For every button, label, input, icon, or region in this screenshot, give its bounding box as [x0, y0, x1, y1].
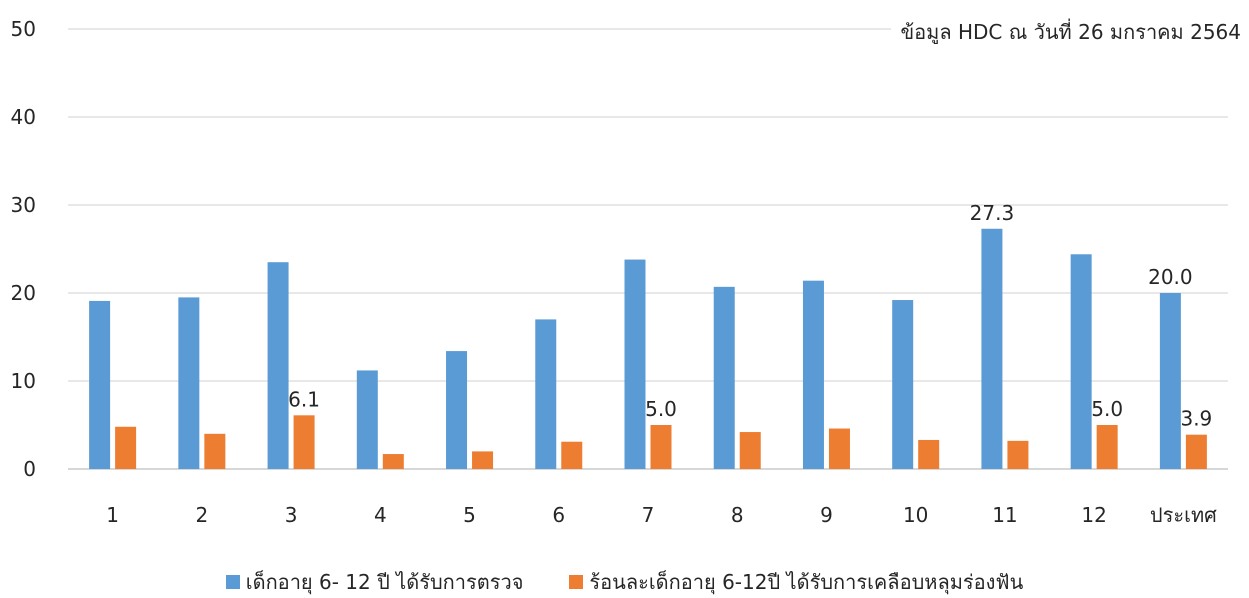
x-tick-label: 7 — [642, 503, 655, 527]
x-tick-label: 12 — [1081, 503, 1106, 527]
bar-sealant — [650, 425, 672, 469]
bar-examined — [89, 300, 111, 469]
bar-sealant — [472, 451, 494, 469]
bar-examined — [713, 286, 735, 469]
bar-sealant — [204, 433, 226, 469]
x-tick-label: 2 — [195, 503, 208, 527]
x-tick-label: 3 — [285, 503, 298, 527]
bar-examined — [981, 228, 1003, 469]
legend-label-sealant: ร้อนละเด็กอายุ 6-12ปี ได้รับการเคลือบหลุ… — [589, 570, 1024, 594]
x-tick-label: 5 — [463, 503, 476, 527]
x-tick-label: 1 — [106, 503, 119, 527]
bar-examined — [892, 300, 914, 469]
bar-sealant — [739, 432, 761, 469]
legend-item-sealant: ร้อนละเด็กอายุ 6-12ปี ได้รับการเคลือบหลุ… — [569, 566, 1023, 598]
data-label: 5.0 — [645, 397, 677, 421]
bar-sealant — [1096, 425, 1118, 469]
data-label: 5.0 — [1091, 397, 1123, 421]
bar-examined — [535, 319, 557, 469]
y-tick-label: 10 — [11, 369, 36, 393]
x-tick-label: ประเทศ — [1150, 503, 1217, 527]
x-tick-label: 11 — [992, 503, 1017, 527]
legend-swatch-orange — [569, 575, 584, 589]
x-tick-label: 4 — [374, 503, 387, 527]
bar-sealant — [1007, 440, 1029, 469]
bar-sealant — [1185, 434, 1207, 469]
x-tick-label: 10 — [903, 503, 928, 527]
y-tick-label: 20 — [11, 281, 36, 305]
legend-item-examined: เด็กอายุ 6- 12 ปี ได้รับการตรวจ — [225, 566, 524, 598]
data-label: 27.3 — [970, 201, 1015, 225]
bar-sealant — [293, 415, 315, 469]
data-label: 6.1 — [288, 387, 320, 411]
y-tick-label: 30 — [11, 193, 36, 217]
x-tick-label: 6 — [552, 503, 565, 527]
x-tick-label: 9 — [820, 503, 833, 527]
legend: เด็กอายุ 6- 12 ปี ได้รับการตรวจ ร้อนละเด… — [0, 566, 1249, 598]
bar-sealant — [918, 439, 940, 469]
legend-swatch-blue — [225, 575, 240, 589]
bar-sealant — [561, 441, 583, 469]
data-source-note: ข้อมูล HDC ณ วันที่ 26 มกราคม 2564 — [890, 16, 1241, 48]
bar-examined — [1159, 293, 1181, 469]
bar-examined — [178, 297, 200, 469]
data-label: 3.9 — [1180, 407, 1212, 431]
bar-sealant — [382, 454, 404, 469]
data-label: 20.0 — [1148, 265, 1193, 289]
bar-examined — [802, 280, 824, 469]
y-tick-label: 40 — [11, 105, 36, 129]
bar-examined — [624, 259, 646, 469]
x-tick-label: 8 — [731, 503, 744, 527]
y-tick-label: 0 — [23, 457, 36, 481]
y-tick-label: 50 — [11, 17, 36, 41]
bar-examined — [446, 351, 468, 469]
legend-label-examined: เด็กอายุ 6- 12 ปี ได้รับการตรวจ — [245, 570, 524, 594]
bar-sealant — [115, 426, 137, 469]
bar-examined — [267, 262, 289, 469]
bar-sealant — [828, 428, 850, 469]
bar-examined — [356, 370, 378, 469]
bar-examined — [1070, 254, 1092, 469]
